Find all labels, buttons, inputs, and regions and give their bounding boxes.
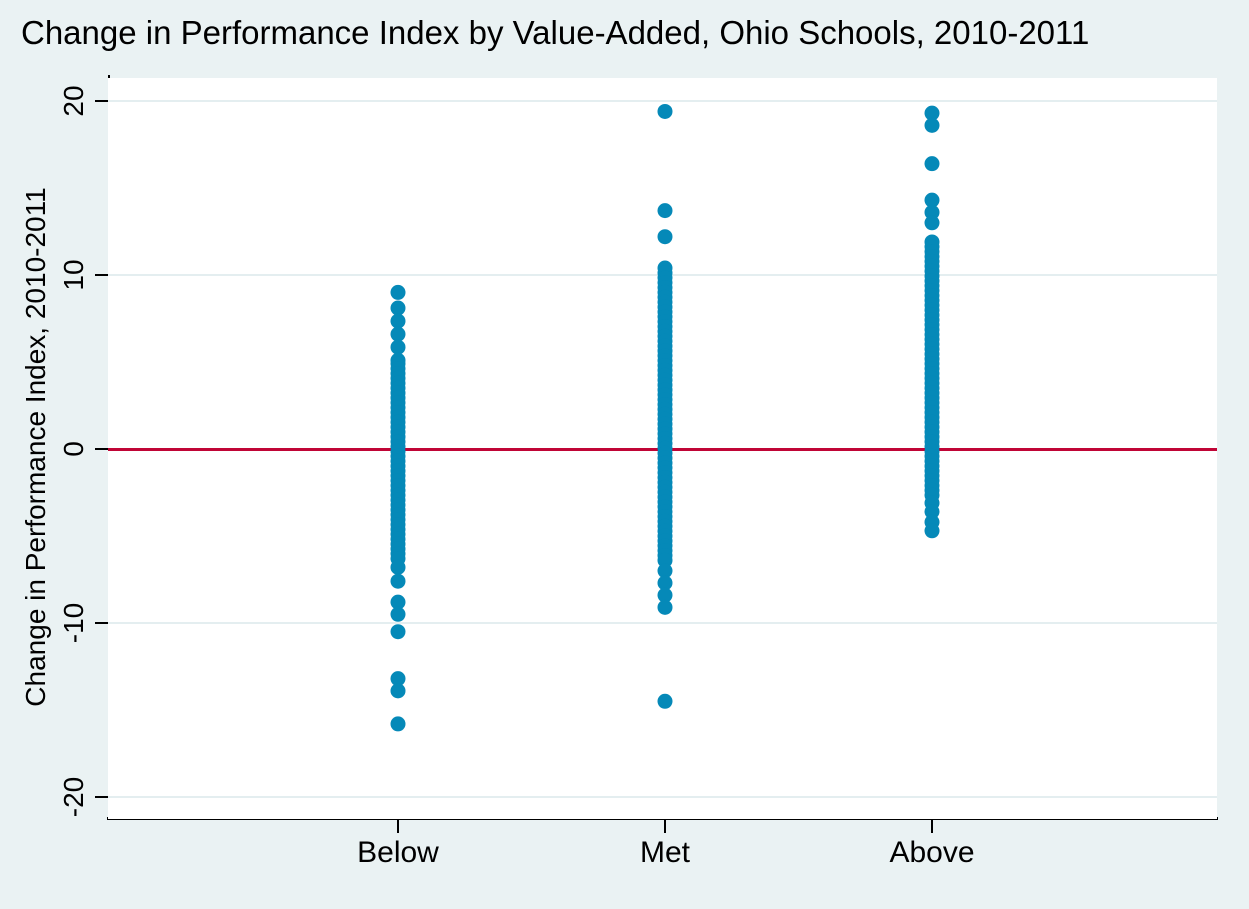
y-tick-label-text: 20 [58,85,89,117]
x-category-label: Above [889,836,975,869]
data-point [657,587,673,603]
data-point [657,563,673,579]
data-point [657,552,673,568]
x-tick-mark [664,820,666,833]
data-point [924,215,940,231]
data-point [657,229,673,245]
data-point [390,624,406,640]
y-tick-label-text: 10 [58,259,89,291]
data-point [657,575,673,591]
data-point [390,594,406,610]
data-point [390,559,406,575]
y-axis-title-text: Change in Performance Index, 2010-2011 [20,187,51,707]
data-point [390,284,406,300]
plot-area [108,78,1217,819]
data-point [390,671,406,687]
data-point [657,693,673,709]
gridline [108,622,1217,624]
x-category-label: Met [639,836,691,869]
data-point [390,716,406,732]
data-point [924,117,940,133]
y-tick-mark [95,100,108,102]
data-point [924,105,940,121]
data-point [390,300,406,316]
data-point [390,326,406,342]
x-category-label: Below [357,836,439,869]
y-tick-mark [95,274,108,276]
y-tick-label-text: 0 [58,441,89,457]
y-tick-label-text: -20 [58,776,89,818]
gridline [108,100,1217,102]
data-point [390,339,406,355]
chart-title: Change in Performance Index by Value-Add… [21,14,1090,51]
data-point [657,103,673,119]
scatter-canvas [390,103,940,732]
data-point [924,204,940,220]
gridline [108,796,1217,798]
x-tick-mark [397,820,399,833]
y-tick-mark [95,796,108,798]
data-point [390,573,406,589]
y-tick-label-text: -10 [58,602,89,644]
data-point [657,599,673,615]
data-point [924,192,940,208]
y-tick-mark [95,622,108,624]
data-point [390,606,406,622]
data-point [657,203,673,219]
y-tick-mark [95,448,108,450]
data-point [924,504,940,520]
data-point [390,683,406,699]
x-tick-mark [931,820,933,833]
data-point [924,156,940,172]
data-point [924,523,940,539]
data-point [390,313,406,329]
